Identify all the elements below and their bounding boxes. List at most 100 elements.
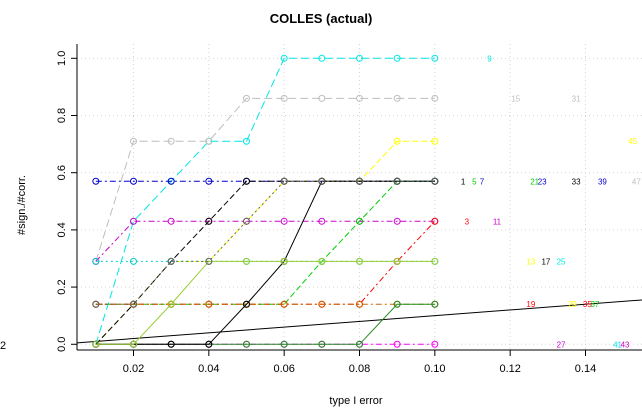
chart-title: COLLES (actual) <box>270 11 373 26</box>
x-tick-label: 0.14 <box>575 363 596 375</box>
series-annotation: 13 <box>526 257 535 266</box>
data-point <box>280 94 288 102</box>
data-point <box>130 177 137 185</box>
series-annotation: 15 <box>511 94 520 103</box>
data-point <box>280 177 288 185</box>
data-point <box>356 300 363 308</box>
data-point <box>243 94 250 102</box>
data-point <box>205 340 213 348</box>
data-point <box>318 94 326 102</box>
series-annotation: 33 <box>572 177 581 186</box>
grid <box>77 44 642 350</box>
data-point <box>130 300 137 308</box>
data-point <box>356 54 363 62</box>
data-point <box>356 257 363 265</box>
x-tick-label: 0.12 <box>499 363 520 375</box>
data-point <box>431 94 439 102</box>
data-point <box>92 177 100 185</box>
x-tick-label: 0.02 <box>123 363 144 375</box>
data-point <box>393 217 401 225</box>
data-point <box>280 300 288 308</box>
data-point <box>243 300 250 308</box>
data-point <box>318 54 326 62</box>
data-point <box>318 217 326 225</box>
series-annotation: 37 <box>590 300 599 309</box>
series-annotation: 11 <box>493 217 502 226</box>
data-point <box>431 217 439 225</box>
data-point <box>393 300 401 308</box>
series-annotation: 41 <box>613 340 622 349</box>
data-point <box>356 340 363 348</box>
data-point <box>280 54 288 62</box>
data-point <box>393 94 401 102</box>
data-point <box>393 54 401 62</box>
x-axis-label: type I error <box>329 395 383 407</box>
data-point <box>318 257 326 265</box>
edge-tick-label: 2 <box>0 340 6 352</box>
data-point <box>130 137 137 145</box>
data-point <box>431 340 439 348</box>
data-point <box>205 257 213 265</box>
series-annotation: 35 <box>583 300 592 309</box>
data-point <box>243 257 250 265</box>
series-annotation: 25 <box>557 257 566 266</box>
series-annotation: 47 <box>632 177 641 186</box>
data-point <box>280 340 288 348</box>
y-tick-label: 0.2 <box>56 279 68 294</box>
data-point <box>167 137 175 145</box>
data-point <box>431 137 439 145</box>
y-tick-label: 0.0 <box>56 337 68 352</box>
data-point <box>243 340 250 348</box>
x-tick-label: 0.04 <box>198 363 219 375</box>
data-point <box>393 177 401 185</box>
series-annotation: 27 <box>557 340 566 349</box>
data-point <box>205 217 213 225</box>
series-annotation: 43 <box>621 340 630 349</box>
series-annotation: 21 <box>530 177 539 186</box>
data-point <box>130 217 137 225</box>
data-point <box>356 94 363 102</box>
data-point <box>431 300 439 308</box>
y-axis-label: #sign./#corr. <box>16 175 28 235</box>
series-line <box>95 260 435 345</box>
data-point <box>431 177 439 185</box>
data-point <box>318 340 326 348</box>
series-annotation: 23 <box>538 177 547 186</box>
y-tick-label: 0.4 <box>56 222 68 237</box>
series-line <box>95 57 435 345</box>
data-point <box>243 137 250 145</box>
series-annotation: 5 <box>472 177 477 186</box>
data-point <box>356 177 363 185</box>
data-point <box>130 340 137 348</box>
data-point <box>280 257 288 265</box>
x-tick-label: 0.06 <box>273 363 294 375</box>
data-point <box>167 257 175 265</box>
data-point <box>92 340 100 348</box>
data-point <box>393 137 401 145</box>
data-point <box>167 177 175 185</box>
series-line <box>95 220 435 262</box>
data-point <box>92 257 100 265</box>
series-annotation: 31 <box>572 94 581 103</box>
data-point <box>167 300 175 308</box>
series-line <box>95 97 435 262</box>
data-point <box>205 137 213 145</box>
y-tick-label: 1.0 <box>56 51 68 66</box>
data-point <box>393 257 401 265</box>
series-annotation: 39 <box>598 177 607 186</box>
data-point <box>243 177 250 185</box>
series-annotation: 1 <box>461 177 466 186</box>
series-annotation: 7 <box>480 177 485 186</box>
data-point <box>318 300 326 308</box>
data-point <box>205 177 213 185</box>
y-tick-label: 0.8 <box>56 108 68 123</box>
x-tick-label: 0.10 <box>424 363 445 375</box>
data-point <box>393 340 401 348</box>
series-annotation: 19 <box>526 300 535 309</box>
data-point <box>356 217 363 225</box>
series-annotation: 17 <box>541 257 550 266</box>
data-point <box>243 217 250 225</box>
series-annotation: 9 <box>487 54 492 63</box>
